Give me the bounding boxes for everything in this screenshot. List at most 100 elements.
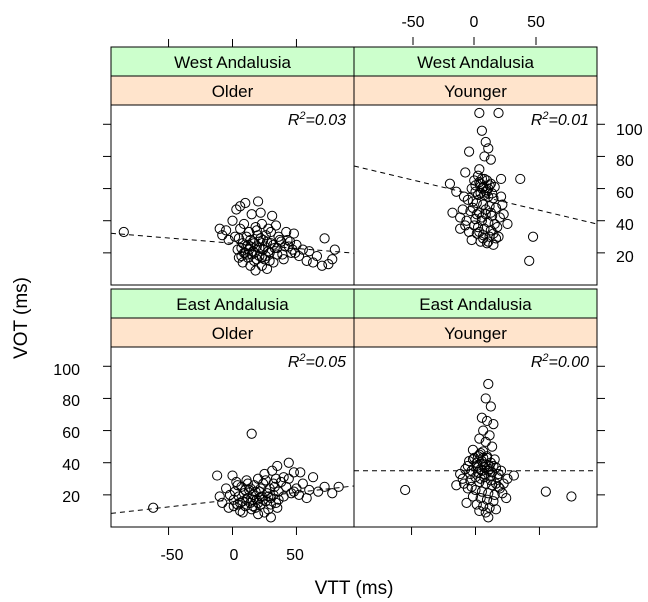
- panel-frame: [353, 104, 598, 286]
- panel-plot-area: [111, 428, 354, 523]
- data-point: [232, 480, 243, 491]
- data-point: [467, 491, 479, 502]
- data-point: [268, 478, 279, 489]
- data-point: [246, 428, 257, 439]
- r-squared-label: R2=0.05: [288, 352, 346, 371]
- data-point: [273, 494, 284, 505]
- data-point: [474, 107, 485, 119]
- data-point: [278, 472, 289, 483]
- data-point: [270, 473, 282, 484]
- data-point: [478, 425, 489, 436]
- data-point: [223, 502, 234, 513]
- data-point: [488, 460, 499, 472]
- r-squared-label: R2=0.00: [531, 352, 589, 371]
- data-point: [212, 470, 223, 481]
- data-point: [278, 254, 289, 265]
- data-point: [241, 494, 252, 505]
- r-value: =0.01: [549, 112, 589, 129]
- data-point: [461, 497, 472, 508]
- data-point: [480, 507, 491, 518]
- data-point: [457, 473, 468, 484]
- data-point: [480, 204, 491, 215]
- fit-line: [354, 165, 597, 225]
- data-point: [485, 475, 496, 486]
- data-point: [487, 441, 498, 452]
- data-point: [251, 225, 262, 236]
- panel-plot-area: [354, 107, 597, 266]
- strip-age-label: Younger: [444, 82, 507, 101]
- strip-age-label: Older: [212, 82, 254, 101]
- data-point: [235, 497, 246, 508]
- tick-label: 20: [616, 249, 634, 266]
- x-axis-label: VTT (ms): [315, 578, 394, 599]
- data-point: [319, 233, 330, 244]
- data-point: [265, 499, 276, 510]
- data-point: [480, 393, 491, 404]
- data-point: [251, 254, 262, 265]
- data-point: [252, 497, 264, 508]
- data-point: [483, 143, 494, 154]
- data-point: [493, 468, 504, 480]
- data-point: [400, 484, 411, 496]
- data-point: [236, 250, 247, 262]
- data-point: [476, 412, 487, 423]
- data-point: [313, 486, 324, 497]
- data-point: [475, 236, 486, 247]
- top-x-tick-labels: -50 0 50: [401, 14, 545, 31]
- data-point: [502, 218, 513, 230]
- data-point: [118, 226, 129, 238]
- r-value: =0.00: [549, 354, 590, 371]
- r-squared-label: R2=0.01: [531, 110, 589, 129]
- strip-region-label: East Andalusia: [176, 295, 289, 314]
- panel-plot-area: [354, 378, 597, 523]
- data-point: [479, 472, 490, 483]
- tick-label: 20: [62, 489, 80, 506]
- data-point: [270, 220, 282, 231]
- data-point: [329, 244, 340, 255]
- tick-label: 60: [616, 185, 634, 202]
- data-point: [476, 486, 487, 497]
- data-point: [307, 472, 319, 483]
- data-point: [474, 505, 485, 517]
- tick-label: -50: [160, 547, 183, 564]
- panel-frame: [110, 104, 355, 286]
- data-point: [474, 164, 485, 175]
- data-point: [471, 228, 482, 239]
- data-point: [487, 467, 498, 478]
- data-point: [283, 457, 294, 468]
- strip-region: [353, 288, 598, 319]
- tick-label: 100: [616, 122, 643, 139]
- data-point: [483, 378, 494, 390]
- data-point: [467, 454, 479, 465]
- data-point: [237, 507, 248, 518]
- panel-frame: [110, 346, 355, 528]
- data-point: [240, 501, 251, 512]
- data-point: [455, 223, 466, 234]
- data-point: [462, 194, 473, 205]
- data-point: [290, 247, 301, 258]
- data-point: [497, 199, 508, 210]
- data-point: [282, 234, 293, 246]
- tick-label: 40: [62, 457, 80, 474]
- tick-label: 80: [616, 153, 634, 170]
- data-point: [255, 499, 266, 510]
- data-point: [252, 196, 264, 207]
- data-point: [485, 457, 496, 468]
- data-point: [472, 451, 484, 462]
- data-point: [515, 173, 526, 185]
- data-point: [470, 186, 481, 197]
- data-point: [494, 483, 505, 494]
- data-point: [256, 218, 268, 230]
- data-point: [246, 209, 257, 220]
- data-point: [244, 226, 255, 238]
- r-value: =0.05: [306, 354, 347, 371]
- data-point: [268, 239, 279, 250]
- r-value: =0.03: [306, 112, 347, 129]
- data-point: [483, 236, 494, 247]
- data-point: [272, 242, 283, 254]
- data-point: [444, 178, 456, 189]
- data-point: [221, 225, 232, 236]
- data-point: [540, 486, 551, 497]
- strip-age: [353, 75, 598, 106]
- data-point: [501, 492, 512, 504]
